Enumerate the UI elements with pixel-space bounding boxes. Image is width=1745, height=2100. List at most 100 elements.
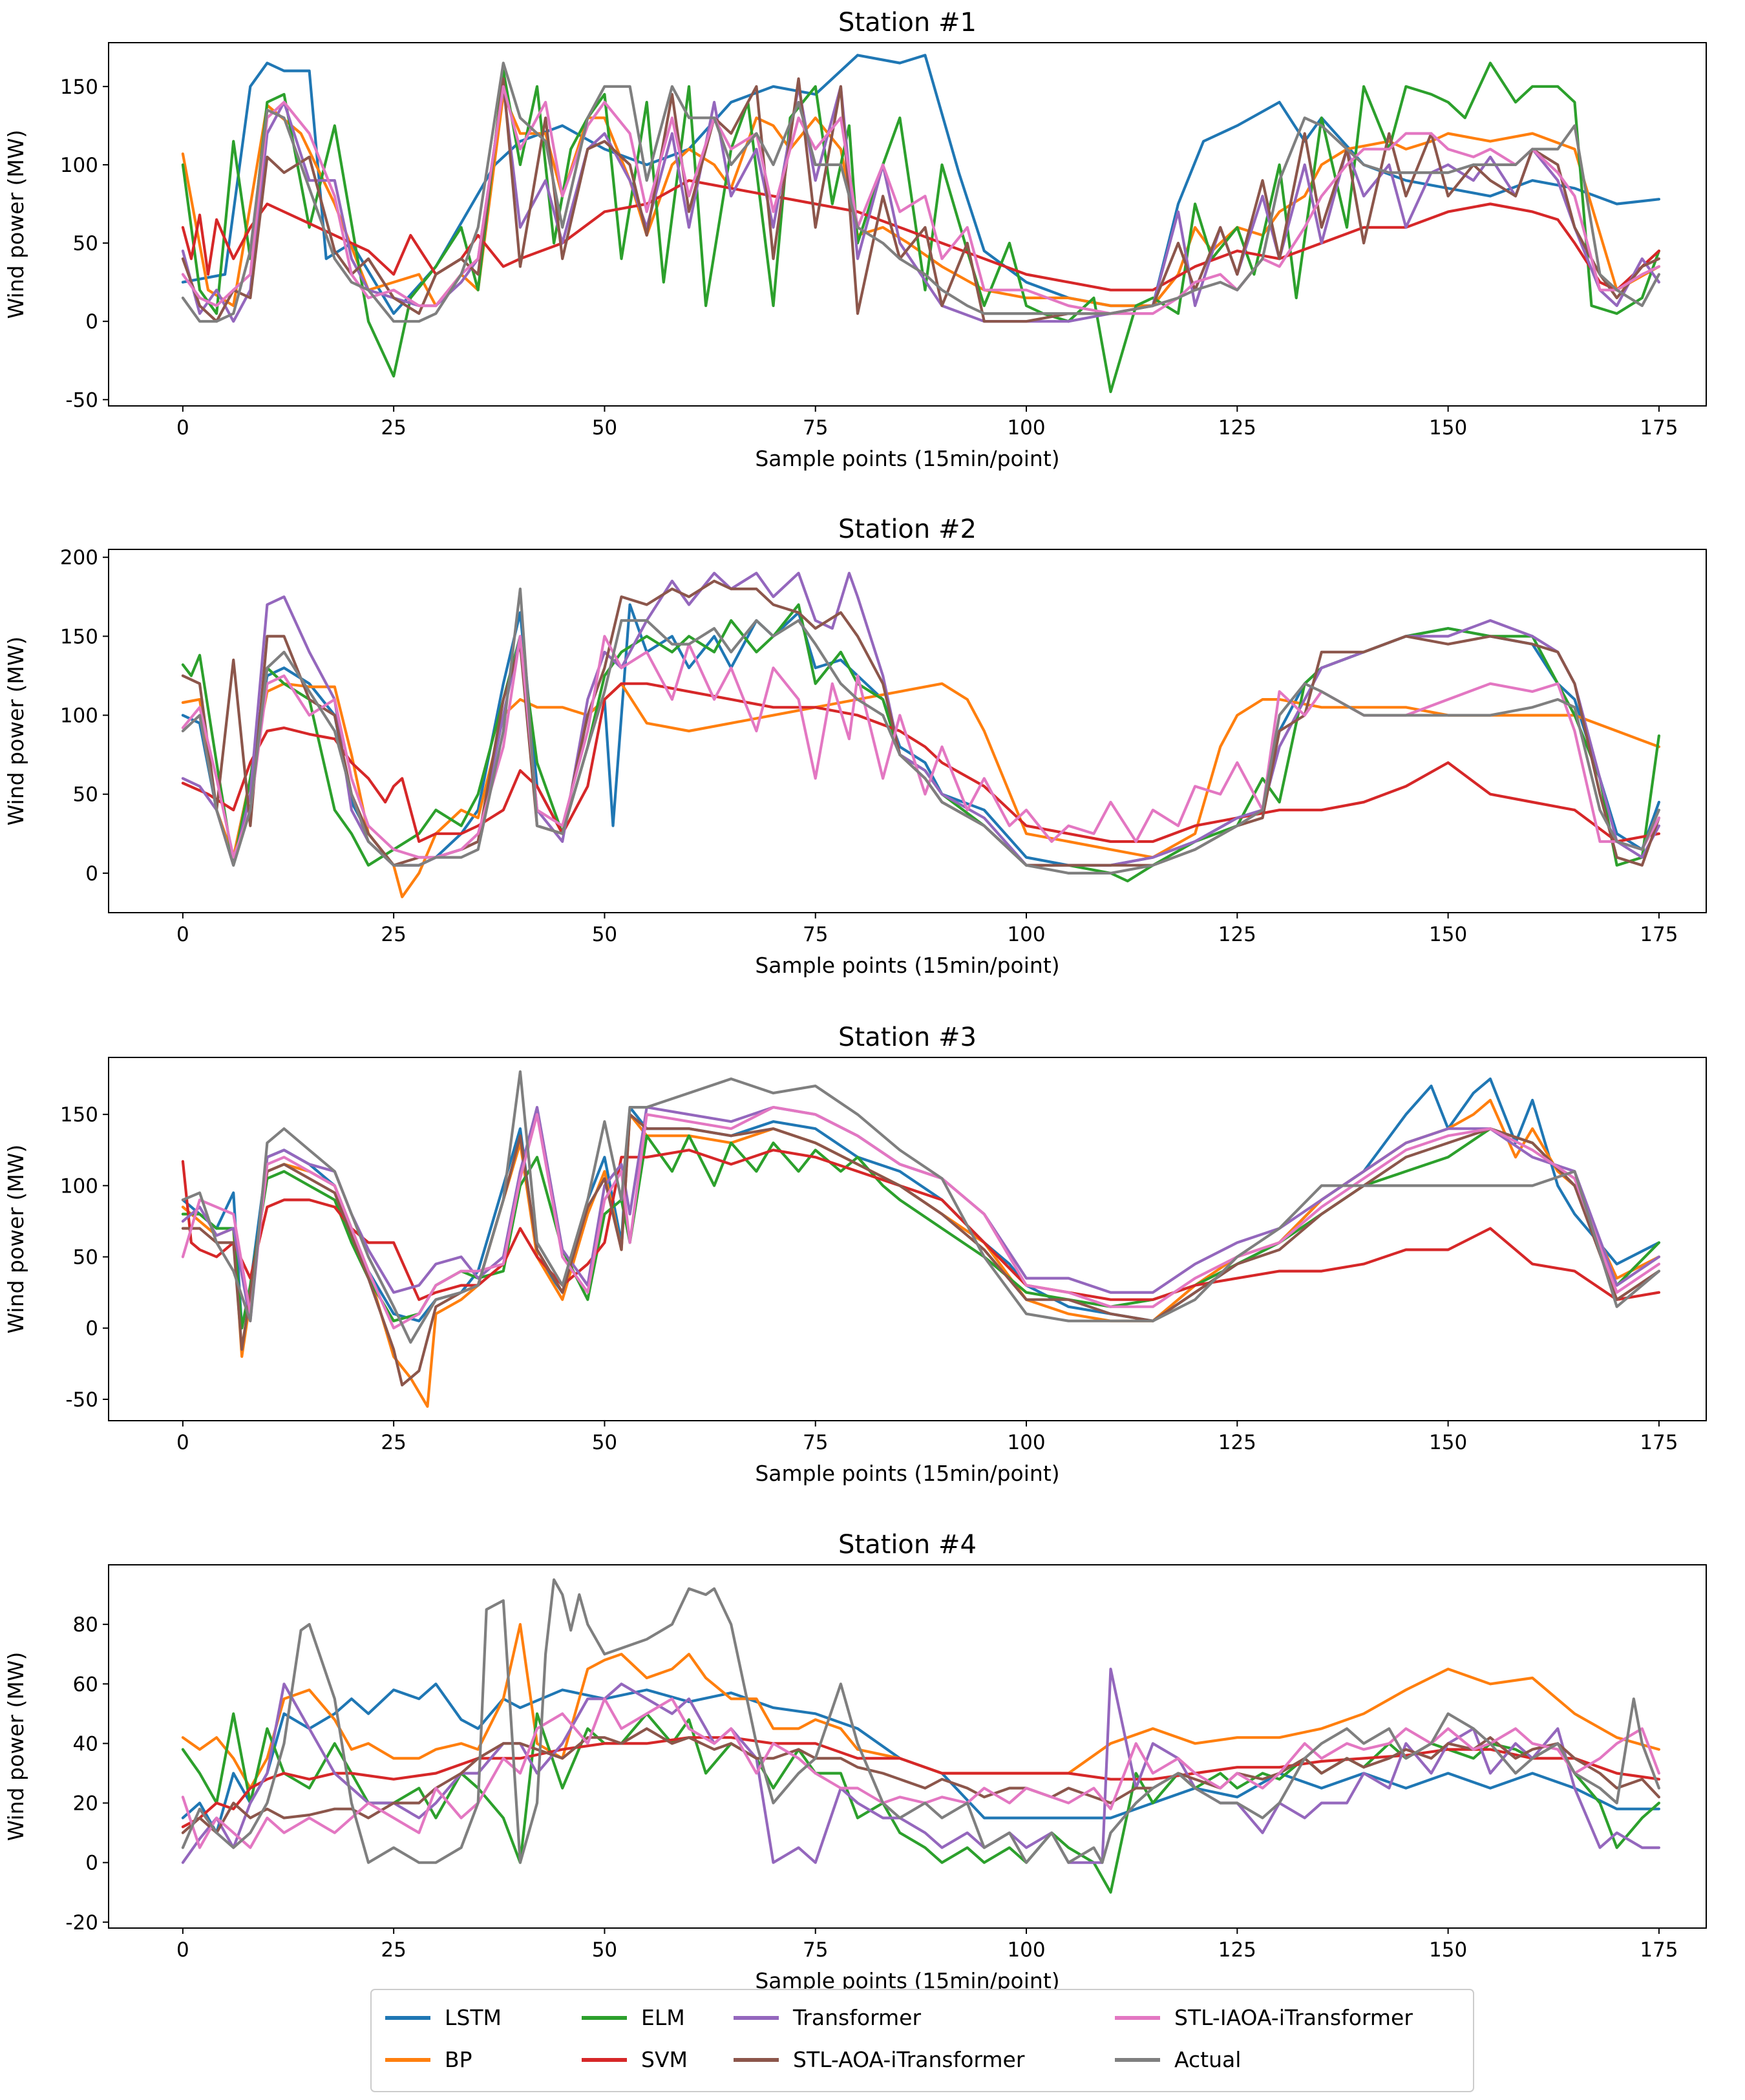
y-tick-label: 100 <box>60 1174 98 1198</box>
series-line-bp <box>181 1623 1660 1790</box>
y-tick-label: -50 <box>65 1388 98 1412</box>
x-tick-label: 125 <box>1218 1431 1256 1454</box>
series-line-stl-iaoa-itransformer <box>181 85 1660 315</box>
y-tick-label: 150 <box>60 76 98 99</box>
series-group <box>181 1578 1660 1894</box>
y-tick-label: 80 <box>73 1613 98 1637</box>
y-tick-label: 40 <box>73 1732 98 1755</box>
chart-title: Station #3 <box>838 1023 977 1052</box>
series-line-lstm <box>181 603 1660 867</box>
series-line-stl-iaoa-itransformer <box>181 1697 1660 1849</box>
x-tick-label: 175 <box>1640 1938 1678 1962</box>
y-tick-label: 0 <box>85 862 98 886</box>
series-line-svm <box>181 179 1660 292</box>
series-line-stl-aoa-itransformer <box>181 1727 1660 1834</box>
x-tick-label: 0 <box>176 416 189 440</box>
x-tick-label: 125 <box>1218 416 1256 440</box>
plot-area-frame <box>108 549 1707 913</box>
x-tick-label: 75 <box>803 416 828 440</box>
x-axis-label: Sample points (15min/point) <box>755 446 1059 471</box>
series-line-stl-aoa-itransformer <box>181 77 1660 323</box>
x-tick-label: 150 <box>1429 1431 1467 1454</box>
series-line-stl-iaoa-itransformer <box>181 1105 1660 1330</box>
y-tick-label: -50 <box>65 388 98 412</box>
y-tick-label: 100 <box>60 705 98 728</box>
plot-area-frame <box>108 1057 1707 1421</box>
plot-area-frame <box>108 42 1707 407</box>
x-tick-label: 0 <box>176 1431 189 1454</box>
legend-label: LSTM <box>445 2005 502 2030</box>
x-tick-label: 25 <box>381 1431 406 1454</box>
x-tick-label: 100 <box>1007 1431 1045 1454</box>
y-tick-label: 200 <box>60 546 98 569</box>
x-tick-label: 75 <box>803 1938 828 1962</box>
chart-panel-2: Station #2 0 25 50 75 100 125 150 175 0 50 100 150 20… <box>3 514 1707 978</box>
x-tick-label: 0 <box>176 923 189 946</box>
chart-title: Station #2 <box>838 514 977 544</box>
legend-label: STL-IAOA-iTransformer <box>1174 2005 1413 2030</box>
series-line-transformer <box>181 85 1660 323</box>
y-axis-label: Wind power (MW) <box>3 1145 28 1334</box>
y-tick-label: 20 <box>73 1792 98 1816</box>
x-tick-label: 25 <box>381 923 406 946</box>
series-group <box>181 54 1660 394</box>
x-tick-label: 175 <box>1640 923 1678 946</box>
x-tick-label: 100 <box>1007 416 1045 440</box>
x-tick-label: 150 <box>1429 923 1467 946</box>
series-line-actual <box>181 587 1660 875</box>
x-axis-label: Sample points (15min/point) <box>755 1461 1059 1486</box>
x-tick-label: 125 <box>1218 923 1256 946</box>
legend-label: Actual <box>1174 2047 1241 2072</box>
series-line-actual <box>181 61 1660 323</box>
legend-label: Transformer <box>792 2005 921 2030</box>
y-tick-label: 0 <box>85 1317 98 1341</box>
legend: LSTM BP ELM SVM Transformer STL-AOA-iTransfor… <box>370 1989 1474 2092</box>
y-axis-label: Wind power (MW) <box>3 130 28 319</box>
y-axis-label: Wind power (MW) <box>3 637 28 826</box>
x-tick-label: 0 <box>176 1938 189 1962</box>
y-tick-label: 150 <box>60 625 98 648</box>
series-line-elm <box>181 61 1660 394</box>
y-tick-label: 0 <box>85 1852 98 1875</box>
x-tick-label: 50 <box>592 923 617 946</box>
x-tick-label: 50 <box>592 1938 617 1962</box>
legend-label: ELM <box>641 2005 685 2030</box>
legend-frame <box>370 1989 1474 2092</box>
series-line-svm <box>181 682 1660 843</box>
x-tick-label: 25 <box>381 1938 406 1962</box>
x-tick-label: 150 <box>1429 416 1467 440</box>
series-line-svm <box>181 1736 1660 1829</box>
series-line-stl-iaoa-itransformer <box>181 635 1660 859</box>
plot-area-frame <box>108 1564 1707 1929</box>
x-axis-label: Sample points (15min/point) <box>755 953 1059 978</box>
x-tick-label: 150 <box>1429 1938 1467 1962</box>
y-axis-label: Wind power (MW) <box>3 1652 28 1841</box>
legend-label: BP <box>445 2047 472 2072</box>
x-tick-label: 50 <box>592 416 617 440</box>
series-line-bp <box>181 682 1660 898</box>
legend-label: STL-AOA-iTransformer <box>793 2047 1025 2072</box>
series-line-actual <box>181 1578 1660 1864</box>
x-tick-label: 75 <box>803 923 828 946</box>
chart-panel-3: Station #3 0 25 50 75 100 125 150 175 -50 0 50 100 15… <box>3 1023 1707 1486</box>
chart-title: Station #4 <box>838 1530 977 1560</box>
series-line-elm <box>181 1127 1660 1330</box>
x-tick-label: 125 <box>1218 1938 1256 1962</box>
y-tick-label: 50 <box>73 232 98 255</box>
x-tick-label: 100 <box>1007 1938 1045 1962</box>
chart-title: Station #1 <box>838 8 977 37</box>
y-tick-label: 150 <box>60 1103 98 1127</box>
x-tick-label: 175 <box>1640 1431 1678 1454</box>
x-tick-label: 175 <box>1640 416 1678 440</box>
series-group <box>181 571 1660 898</box>
chart-panel-1: Station #1 0 25 50 75 100 125 150 175 -50 0 50 100 15… <box>3 8 1707 471</box>
y-tick-label: 0 <box>85 310 98 334</box>
x-tick-label: 100 <box>1007 923 1045 946</box>
series-line-actual <box>181 1070 1660 1344</box>
series-group <box>181 1070 1660 1408</box>
y-tick-label: -20 <box>65 1911 98 1935</box>
y-tick-label: 60 <box>73 1673 98 1696</box>
series-line-transformer <box>181 571 1660 867</box>
chart-panel-4: Station #4 0 25 50 75 100 125 150 175 -20 0 20 40 60 8… <box>3 1530 1707 1993</box>
